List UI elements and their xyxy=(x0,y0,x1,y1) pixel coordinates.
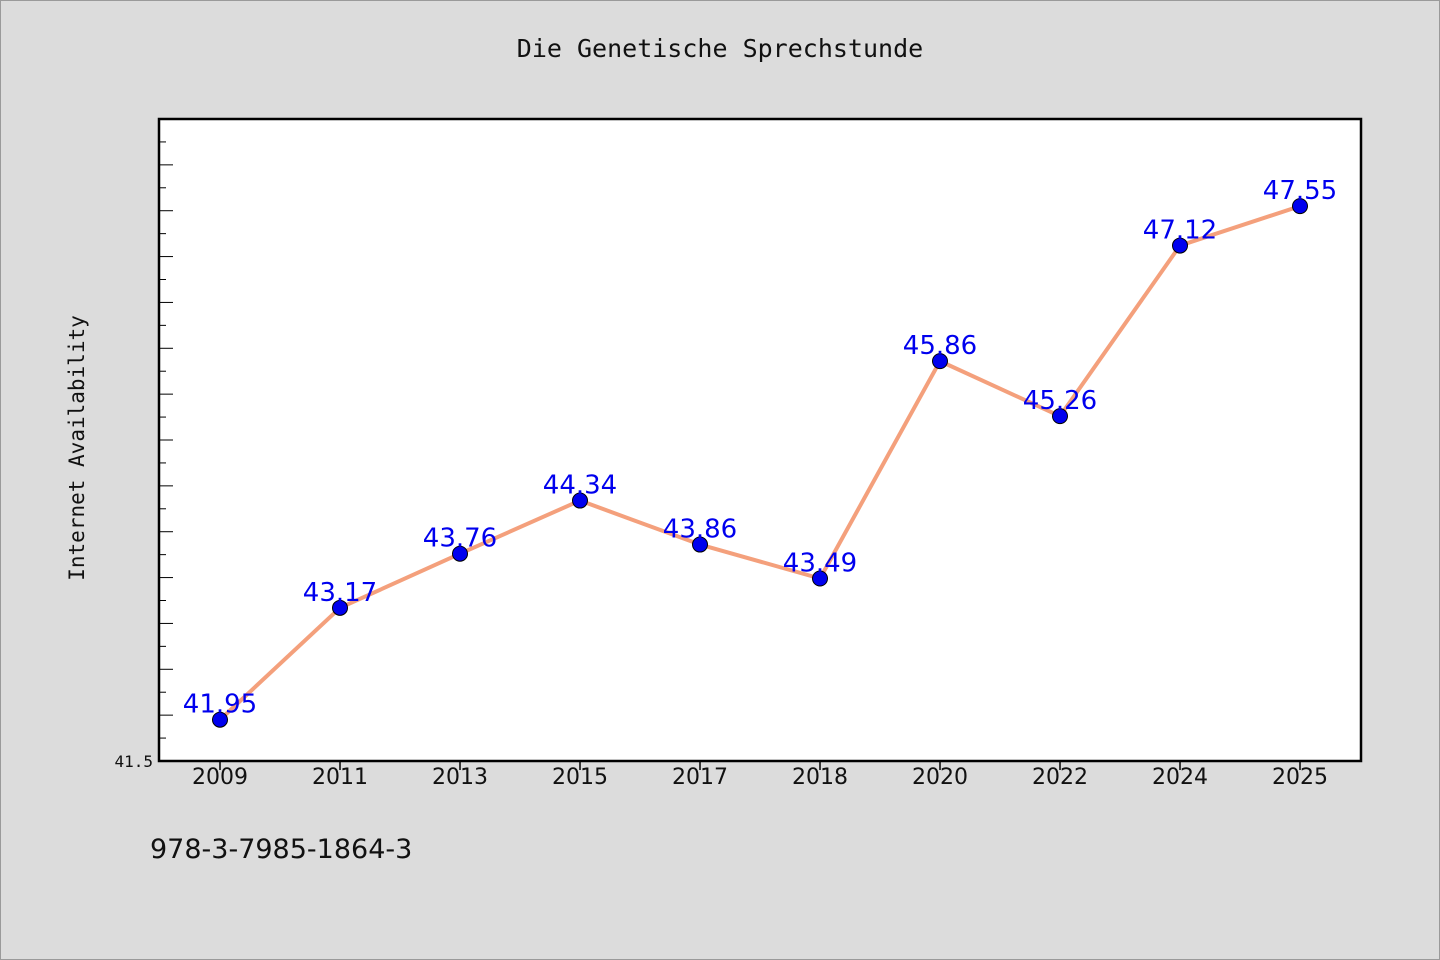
y-tick-label: 41.5 xyxy=(114,752,153,771)
x-tick-label: 2024 xyxy=(1152,765,1208,790)
x-tick-label: 2022 xyxy=(1032,765,1088,790)
data-point xyxy=(812,570,828,587)
series-line xyxy=(218,204,1302,722)
data-label: 44.34 xyxy=(543,471,617,501)
data-point xyxy=(572,492,588,509)
y-axis-ticks: 41.5 xyxy=(114,118,173,771)
y-axis-label: Internet Availability xyxy=(65,315,89,581)
series-layer xyxy=(212,198,1308,728)
data-label: 43.17 xyxy=(303,578,377,608)
data-point xyxy=(692,536,708,553)
x-axis-ticks: 2009 2011 2013 2015 2017 2018 2020 2022 2024 2025 xyxy=(192,761,1328,790)
data-label: 47.12 xyxy=(1143,216,1217,246)
plot-area xyxy=(157,117,1363,763)
data-point xyxy=(212,711,228,728)
x-tick-label: 2013 xyxy=(432,765,488,790)
x-tick-label: 2020 xyxy=(912,765,968,790)
data-label: 45.86 xyxy=(903,331,977,361)
isbn-text: 978-3-7985-1864-3 xyxy=(150,834,413,865)
data-point xyxy=(1292,198,1308,215)
data-point xyxy=(932,353,948,370)
data-label: 43.49 xyxy=(783,548,857,578)
data-point xyxy=(332,599,348,616)
x-tick-label: 2009 xyxy=(192,765,248,790)
data-label: 47.55 xyxy=(1263,176,1337,206)
x-tick-label: 2025 xyxy=(1272,765,1328,790)
data-point xyxy=(1052,408,1068,425)
data-label: 45.26 xyxy=(1023,386,1097,416)
data-point xyxy=(1172,237,1188,254)
data-label: 43.76 xyxy=(423,524,497,554)
data-label: 43.86 xyxy=(663,515,737,545)
data-point xyxy=(452,545,468,562)
x-tick-label: 2018 xyxy=(792,765,848,790)
x-tick-label: 2011 xyxy=(312,765,368,790)
data-label: 41.95 xyxy=(183,690,257,720)
x-tick-label: 2015 xyxy=(552,765,608,790)
chart-title: Die Genetische Sprechstunde xyxy=(516,34,924,63)
x-tick-label: 2017 xyxy=(672,765,728,790)
data-labels: 41.95 43.17 43.76 44.34 43.86 43.49 45.86 45.26… xyxy=(183,176,1337,720)
